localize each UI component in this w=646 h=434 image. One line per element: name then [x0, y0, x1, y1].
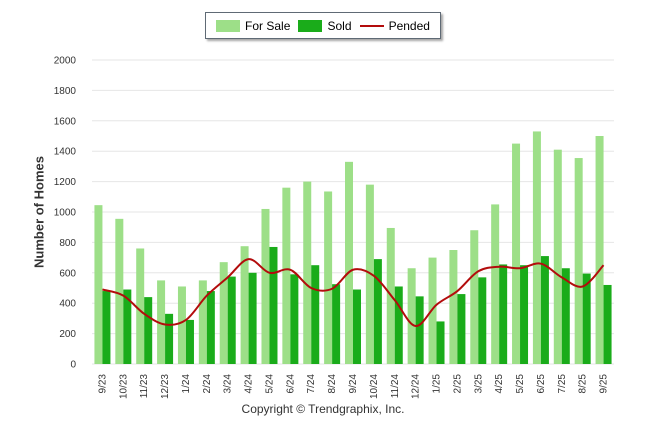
bar-for-sale: [595, 136, 604, 364]
bar-for-sale: [157, 280, 166, 364]
bar-for-sale: [324, 191, 333, 364]
y-tick-label: 1800: [54, 86, 77, 97]
bar-for-sale: [491, 204, 500, 364]
bar-for-sale: [94, 205, 103, 364]
x-tick-label: 3/24: [223, 374, 234, 394]
bar-for-sale: [115, 218, 124, 364]
bar-sold: [394, 286, 403, 364]
legend-swatch-pended: [359, 24, 384, 27]
y-tick-label: 800: [59, 238, 76, 249]
bar-for-sale: [303, 181, 312, 364]
x-tick-label: 2/25: [452, 374, 463, 394]
legend-swatch-for-sale: [216, 19, 241, 32]
bar-sold: [206, 291, 215, 364]
x-tick-label: 9/25: [599, 374, 610, 394]
bar-sold: [332, 284, 341, 364]
bar-sold: [373, 259, 382, 364]
bar-sold: [144, 297, 153, 364]
copyright-text: Copyright © Trendgraphix, Inc.: [241, 402, 405, 416]
bar-for-sale: [198, 280, 207, 364]
x-tick-label: 11/24: [390, 374, 401, 399]
bar-sold: [415, 296, 424, 364]
bar-for-sale: [512, 143, 521, 364]
y-axis-title: Number of Homes: [31, 156, 47, 268]
bar-sold: [520, 265, 529, 364]
x-tick-label: 8/24: [327, 374, 338, 394]
x-tick-label: 2/24: [202, 374, 213, 394]
x-tick-label: 10/23: [118, 374, 129, 399]
x-tick-label: 1/24: [181, 374, 192, 394]
bar-sold: [102, 291, 111, 364]
x-tick-label: 7/25: [557, 374, 568, 394]
bar-sold: [478, 277, 487, 364]
y-tick-label: 600: [59, 268, 76, 279]
x-tick-label: 4/24: [244, 374, 255, 394]
line-pended: [102, 258, 605, 327]
legend-item-for-sale[interactable]: For Sale: [216, 19, 290, 33]
bar-for-sale: [136, 248, 145, 364]
y-tick-label: 1600: [54, 116, 77, 127]
bar-sold: [499, 264, 508, 364]
bar-for-sale: [345, 161, 353, 364]
bar-sold: [248, 272, 257, 364]
legend-label-pended: Pended: [388, 18, 430, 33]
bar-sold: [185, 319, 194, 364]
x-tick-label: 6/25: [536, 374, 547, 394]
bar-sold: [561, 268, 570, 364]
bar-sold: [227, 276, 236, 364]
y-tick-label: 1200: [54, 177, 77, 188]
x-tick-label: 12/24: [411, 374, 422, 399]
bar-for-sale: [240, 246, 249, 364]
y-tick-label: 1000: [54, 208, 77, 219]
x-tick-label: 5/24: [264, 374, 275, 394]
x-tick-label: 9/23: [97, 374, 108, 394]
legend-swatch-sold: [298, 19, 323, 32]
x-tick-label: 9/24: [348, 374, 359, 394]
bar-sold: [290, 274, 299, 364]
x-tick-label: 1/25: [432, 374, 443, 394]
x-tick-label: 6/24: [285, 374, 296, 394]
x-tick-label: 10/24: [369, 374, 380, 399]
bar-sold: [540, 256, 549, 364]
bar-for-sale: [407, 268, 416, 364]
y-tick-label: 2000: [54, 56, 77, 67]
x-tick-label: 3/25: [473, 374, 484, 394]
bar-for-sale: [553, 149, 562, 364]
bar-for-sale: [449, 250, 458, 364]
y-tick-label: 200: [59, 329, 76, 340]
x-tick-label: 5/25: [515, 374, 526, 394]
legend-item-pended[interactable]: Pended: [359, 18, 430, 33]
legend-item-sold[interactable]: Sold: [298, 18, 352, 33]
bar-for-sale: [532, 131, 541, 364]
x-tick-label: 8/25: [578, 374, 589, 394]
bar-sold: [269, 246, 278, 364]
bar-for-sale: [219, 262, 228, 364]
bar-for-sale: [470, 230, 479, 364]
bar-sold: [353, 289, 361, 364]
bar-sold: [123, 289, 132, 364]
bar-for-sale: [574, 158, 583, 364]
y-tick-label: 400: [59, 299, 76, 310]
legend: For Sale Sold Pended: [205, 12, 441, 39]
bar-sold: [311, 265, 320, 364]
x-tick-label: 11/23: [139, 374, 150, 399]
y-tick-label: 1400: [54, 147, 77, 158]
bar-sold: [582, 273, 591, 364]
x-tick-label: 7/24: [306, 374, 317, 394]
y-tick-label: 0: [70, 360, 76, 371]
x-tick-label: 12/23: [160, 374, 171, 399]
bar-sold: [165, 313, 174, 364]
bar-for-sale: [428, 257, 437, 364]
bar-for-sale: [282, 187, 291, 364]
bar-sold: [457, 294, 466, 364]
bar-sold: [603, 284, 612, 364]
bar-sold: [436, 321, 445, 364]
bar-for-sale: [261, 208, 270, 364]
bar-for-sale: [177, 286, 186, 364]
legend-label-sold: Sold: [327, 18, 352, 33]
legend-label-for-sale: For Sale: [245, 18, 291, 33]
x-tick-label: 4/25: [494, 374, 505, 394]
